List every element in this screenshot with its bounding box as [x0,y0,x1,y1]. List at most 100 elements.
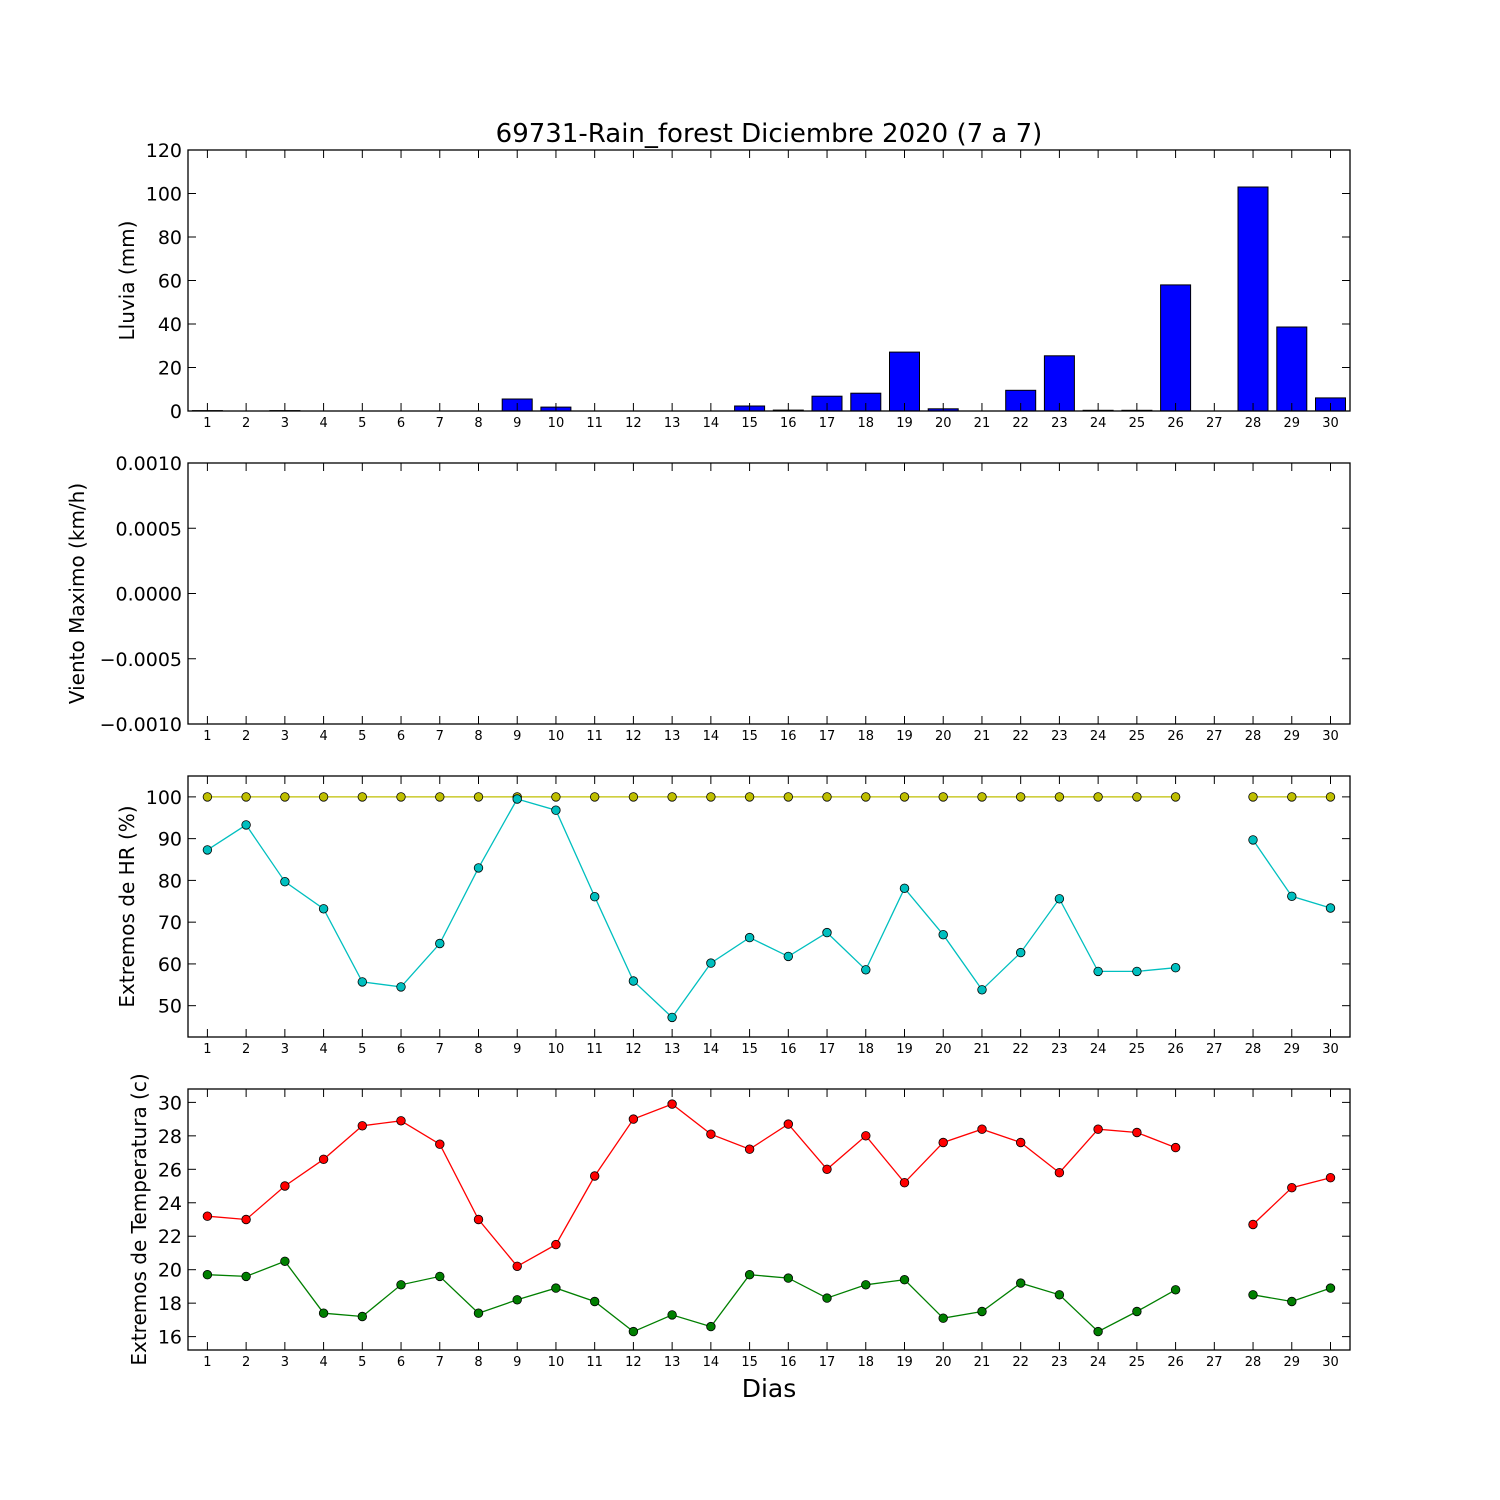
point-series-2-day-23 [1054,894,1065,904]
point-series-2-day-21 [977,1306,987,1317]
x-tick-label: 17 [819,416,836,431]
point-series-2-day-14 [706,1321,716,1332]
point-series-1-day-21 [977,792,987,802]
x-tick-label: 7 [436,1042,444,1057]
bar-day-19 [889,351,920,412]
y-tick-label: 20 [158,358,182,380]
x-tick-label: 5 [358,1042,366,1057]
point-series-1-day-13 [667,1099,677,1109]
y-tick-label: 100 [146,787,182,809]
point-series-2-day-6 [396,1280,406,1290]
point-series-2-day-22 [1016,947,1026,958]
point-series-2-day-15 [744,932,755,943]
point-series-2-day-17 [822,1293,832,1303]
bar-day-26 [1160,284,1192,412]
point-series-2-day-18 [861,965,871,975]
x-tick-label: 18 [857,1042,874,1057]
x-tick-label: 4 [319,416,327,431]
point-series-1-day-4 [318,1154,329,1165]
x-tick-label: 5 [358,1355,366,1370]
x-tick-label: 25 [1129,1042,1146,1057]
x-tick-label: 1 [203,1355,211,1370]
x-tick-label: 10 [548,416,565,431]
x-tick-label: 30 [1322,416,1339,431]
point-series-2-day-16 [783,1273,794,1283]
y-tick-label: 50 [158,996,182,1018]
x-tick-label: 26 [1167,416,1184,431]
y-tick-label: 120 [146,140,182,162]
point-series-2-day-24 [1093,966,1103,977]
x-tick-label: 16 [780,729,797,744]
x-tick-label: 27 [1206,416,1223,431]
y-tick-label: 40 [158,314,182,336]
x-tick-label: 25 [1129,1355,1146,1370]
y-tick-label: 0.0005 [116,518,182,540]
point-series-2-day-16 [783,951,794,962]
point-series-1-day-14 [706,1129,716,1139]
x-tick-label: 14 [703,1042,720,1057]
point-series-2-day-21 [977,985,987,995]
x-tick-label: 29 [1283,729,1300,744]
x-tick-label: 20 [935,416,952,431]
point-series-2-day-5 [357,1311,368,1322]
x-tick-label: 9 [513,416,521,431]
x-tick-label: 1 [203,416,211,431]
x-tick-label: 18 [857,416,874,431]
x-tick-label: 20 [935,1355,952,1370]
x-tick-label: 21 [974,1355,991,1370]
x-tick-label: 22 [1012,1355,1029,1370]
panel-frame [187,1088,1351,1351]
point-series-1-day-2 [241,1214,251,1225]
point-series-1-day-28 [1248,1219,1258,1230]
x-tick-label: 28 [1245,1042,1262,1057]
y-tick-label: 80 [158,870,182,892]
x-tick-label: 23 [1051,1355,1068,1370]
point-series-2-day-1 [202,1269,213,1280]
x-tick-label: 28 [1245,416,1262,431]
point-series-2-day-9 [512,794,522,804]
x-tick-label: 14 [703,416,720,431]
point-series-2-day-1 [202,845,213,855]
x-tick-label: 19 [896,1042,913,1057]
point-series-1-day-16 [783,1119,794,1129]
point-series-2-day-25 [1132,1306,1142,1317]
y-tick-label: 0.0010 [116,453,182,475]
y-axis-label: Viento Maximo (km/h) [65,483,89,704]
point-series-2-day-4 [318,1308,329,1318]
x-tick-label: 30 [1322,1355,1339,1370]
y-tick-label: 28 [158,1126,182,1148]
point-series-1-day-17 [822,1164,832,1175]
x-tick-label: 12 [625,729,642,744]
x-tick-label: 2 [242,1355,250,1370]
x-tick-label: 22 [1012,1042,1029,1057]
x-axis-label: Dias [742,1374,797,1403]
x-tick-label: 12 [625,1042,642,1057]
point-series-1-day-7 [435,792,445,802]
x-tick-label: 3 [281,729,289,744]
point-series-2-day-30 [1325,1283,1336,1293]
chart-title: 69731-Rain_forest Diciembre 2020 (7 a 7) [496,119,1043,149]
point-series-2-day-2 [241,820,251,830]
x-tick-label: 15 [741,1042,758,1057]
point-series-2-day-23 [1054,1290,1065,1300]
point-series-2-day-12 [628,1326,639,1337]
point-series-1-day-22 [1016,1137,1026,1148]
point-series-2-day-26 [1170,1285,1181,1295]
x-tick-label: 11 [586,416,603,431]
point-series-1-day-30 [1325,792,1336,802]
x-tick-label: 24 [1090,1042,1107,1057]
point-series-2-day-18 [861,1280,871,1290]
point-series-1-day-3 [280,1181,290,1191]
point-series-2-day-26 [1170,963,1181,973]
x-tick-label: 5 [358,416,366,431]
x-tick-label: 4 [319,1355,327,1370]
point-series-1-day-8 [473,792,484,802]
point-series-1-day-15 [744,792,755,802]
point-series-1-day-1 [202,792,213,802]
x-tick-label: 2 [242,416,250,431]
x-tick-label: 22 [1012,729,1029,744]
point-series-1-day-12 [628,792,639,802]
point-series-2-day-8 [473,1308,484,1318]
